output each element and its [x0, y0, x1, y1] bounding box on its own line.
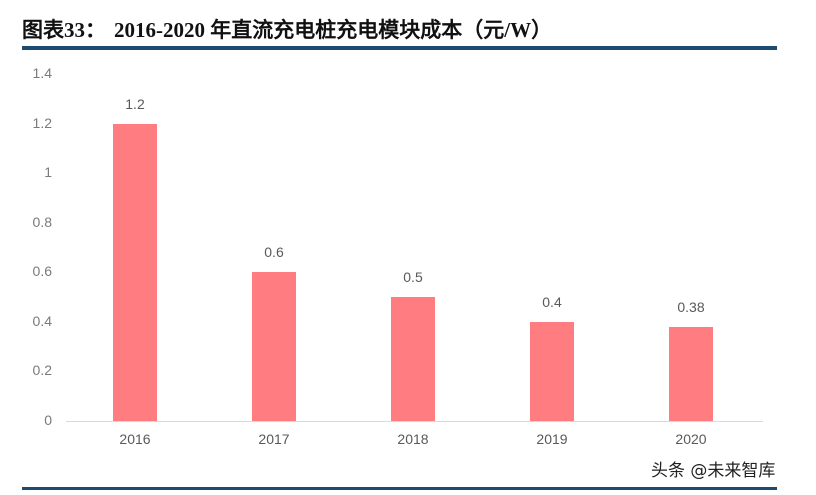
bottom-rule	[22, 487, 777, 490]
x-tick-label: 2016	[119, 431, 151, 447]
y-tick-label: 0.6	[32, 263, 52, 280]
x-axis-line	[66, 421, 763, 422]
bar-2020	[669, 326, 713, 421]
title-rule	[22, 46, 777, 50]
y-tick-label: 0	[44, 412, 52, 428]
figure-title-text: 2016-2020 年直流充电桩充电模块成本（元/W）	[114, 18, 553, 42]
x-tick-label: 2020	[675, 431, 707, 447]
data-label: 0.38	[677, 298, 705, 315]
data-label: 0.6	[264, 244, 284, 261]
x-tick-label: 2019	[536, 431, 568, 447]
y-tick-label: 0.8	[32, 213, 52, 230]
figure-title: 图表33： 2016-2020 年直流充电桩充电模块成本（元/W）	[22, 14, 552, 44]
x-tick-label: 2018	[397, 431, 429, 447]
bar-2017	[252, 272, 296, 421]
bar-2016	[113, 123, 157, 421]
data-label: 0.5	[403, 269, 423, 286]
bar-2018	[391, 297, 435, 421]
y-tick-label: 0.4	[32, 312, 52, 329]
y-tick-label: 0.2	[32, 362, 52, 379]
data-label: 0.4	[542, 293, 562, 310]
x-tick-label: 2017	[258, 431, 290, 447]
y-tick-label: 1	[44, 164, 52, 181]
data-label: 1.2	[125, 95, 145, 112]
watermark: 头条 @未来智库	[651, 461, 776, 481]
bar-2019	[530, 321, 574, 421]
y-tick-label: 1.4	[32, 65, 52, 81]
y-tick-label: 1.2	[32, 114, 52, 131]
figure-label: 图表33：	[22, 18, 106, 42]
